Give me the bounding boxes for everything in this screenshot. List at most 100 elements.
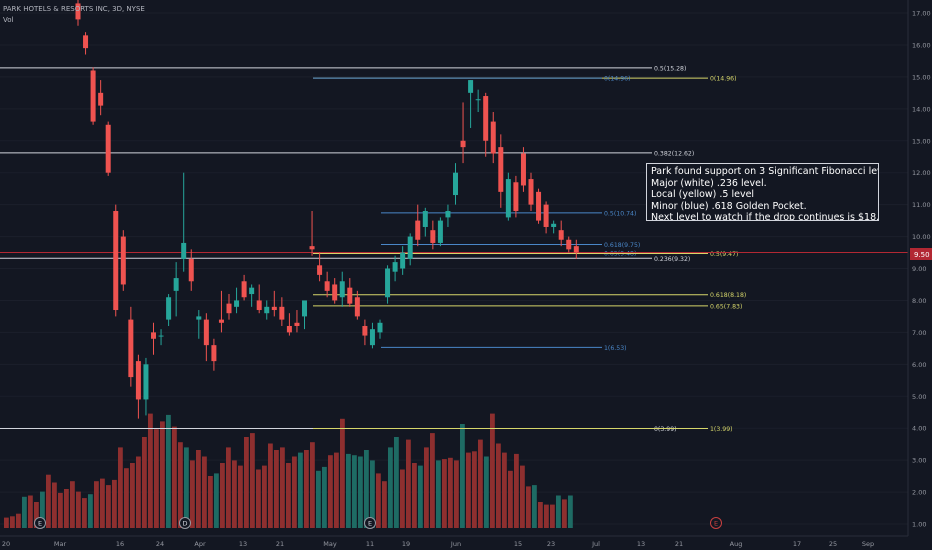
candle[interactable] [437,217,443,247]
candle[interactable] [453,163,458,205]
x-axis[interactable]: 20 Mar 16 24 Apr 13 21 May 11 19 Jun 15 23 Jul 13 21 Aug… [0,535,908,548]
fibonacci-levels: 0.5(15.28) 0(14.96) 0(14.96) 0.382(12.62) 0.… [0,65,908,433]
candle[interactable] [151,322,156,355]
candle[interactable] [181,172,187,272]
candle[interactable] [83,32,89,55]
fib-label: 1(3.99) [710,426,733,433]
candle[interactable] [128,306,134,387]
volume-legend-label[interactable]: Vol [3,16,14,24]
candle[interactable] [113,204,119,317]
candle[interactable] [551,220,557,234]
candle[interactable] [354,290,360,320]
candle-body [422,211,428,227]
candle[interactable] [196,310,202,339]
chart-header: PARK HOTELS & RESORTS INC, 3D, NYSE Vol [3,4,145,26]
candle[interactable] [98,80,104,116]
candle[interactable] [271,290,277,317]
candle[interactable] [75,0,81,26]
x-tick-label: 19 [402,540,410,548]
candle[interactable] [302,300,307,330]
dividend-marker[interactable]: D [179,517,191,529]
y-tick-label: 8.00 [912,297,926,305]
candle[interactable] [135,354,141,419]
candle[interactable] [203,313,209,362]
candle[interactable] [241,274,247,301]
candle[interactable] [475,89,481,113]
volume-bar [286,463,291,528]
candle[interactable] [460,102,466,164]
candle[interactable] [309,211,315,256]
candle[interactable] [528,172,534,212]
candle-body [302,300,307,317]
candle[interactable] [498,134,504,208]
candle[interactable] [279,297,285,326]
candle[interactable] [430,220,436,250]
candle[interactable] [385,265,391,304]
annotation-box[interactable]: Park found support on 3 Significant Fibo… [646,163,879,221]
candle[interactable] [211,338,217,371]
y-axis[interactable]: 17.00 16.00 15.00 14.00 13.00 12.00 11.00 10.00… [907,0,931,536]
volume-bar [316,470,321,528]
volume-bar [406,439,411,528]
earnings-marker[interactable]: E [364,517,376,529]
volume-bar [280,447,285,528]
candle[interactable] [369,322,375,349]
candle[interactable] [362,319,368,346]
fib-label: 1(6.53) [604,345,627,352]
candle[interactable] [166,294,172,326]
volume-bar [106,485,111,528]
fib-label: 0.65(9.48) [604,251,636,258]
volume-bar [466,452,471,528]
candle[interactable] [339,271,345,307]
candle[interactable] [218,290,224,333]
y-tick-label: 5.00 [912,393,926,401]
candle[interactable] [505,172,511,221]
candle[interactable] [347,278,353,307]
earnings-marker[interactable]: E [34,517,46,529]
candle[interactable] [377,319,383,339]
candle[interactable] [173,262,179,317]
candle[interactable] [234,287,240,314]
candle[interactable] [120,230,126,291]
candle[interactable] [400,246,406,275]
fib-label: 0(14.96) [710,76,736,83]
candle-body [226,303,232,314]
candle-body [558,230,564,240]
candle-body [173,278,179,291]
earnings-marker[interactable]: E [710,517,722,529]
candle[interactable] [445,204,451,227]
candle[interactable] [158,329,164,346]
candle[interactable] [264,300,270,320]
candle[interactable] [317,252,323,282]
candle[interactable] [143,357,149,416]
candle[interactable] [324,271,330,298]
candle[interactable] [392,255,398,282]
candle[interactable] [483,92,489,157]
candle[interactable] [566,236,572,253]
candle[interactable] [188,249,194,291]
candle[interactable] [558,220,564,247]
volume-bar [268,443,273,528]
candle[interactable] [286,313,292,336]
candle[interactable] [407,233,413,266]
candle[interactable] [90,67,96,125]
candle[interactable] [490,112,496,164]
candle[interactable] [536,188,542,224]
symbol-title[interactable]: PARK HOTELS & RESORTS INC, 3D, NYSE [3,5,145,13]
candle[interactable] [422,207,428,237]
candle[interactable] [332,278,338,304]
svg-text:E: E [714,520,718,528]
candle[interactable] [415,204,421,247]
candle[interactable] [513,175,519,218]
candle[interactable] [543,201,549,234]
candle[interactable] [294,310,300,333]
candle-body [483,96,489,141]
candle[interactable] [249,284,255,307]
candle[interactable] [226,294,232,320]
candle[interactable] [520,147,526,192]
candle[interactable] [573,239,579,259]
candle[interactable] [256,284,262,314]
candle[interactable] [105,121,111,176]
candle[interactable] [468,80,474,128]
